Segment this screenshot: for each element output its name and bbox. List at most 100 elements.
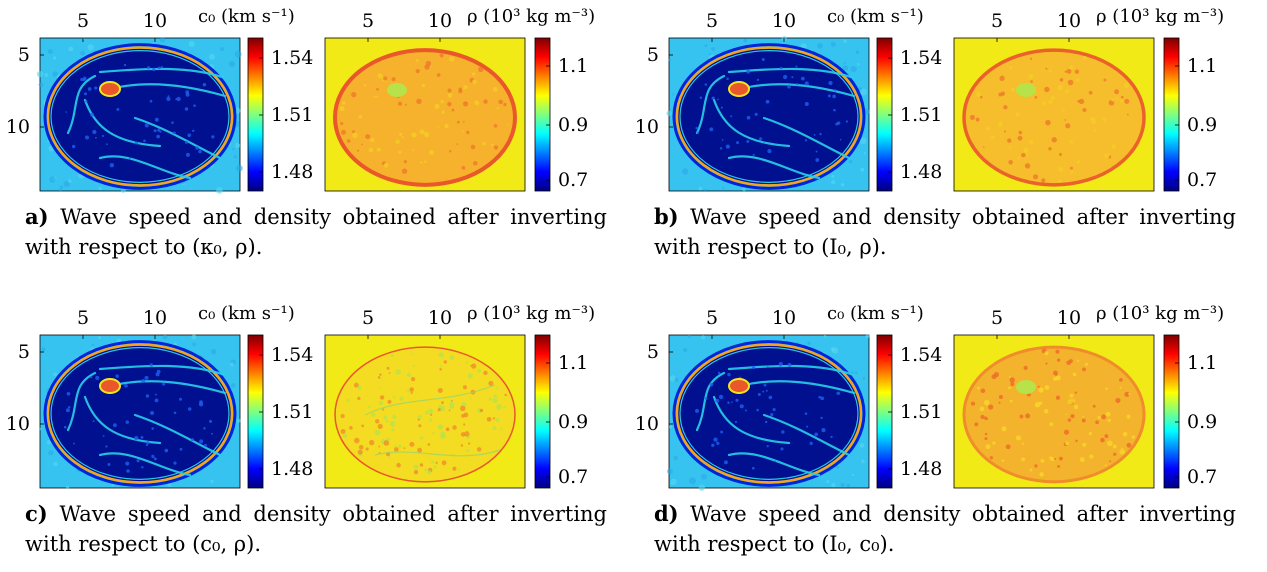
tissue-structure xyxy=(98,155,192,180)
colorbar-tick-label: 1.1 xyxy=(1187,352,1217,374)
colorbar-tick-label: 0.9 xyxy=(1187,411,1217,433)
panel-letter: d) xyxy=(654,501,679,526)
x-tick-label: 10 xyxy=(143,307,167,329)
wave-speed-colorbar: 1.54 1.51 1.48 xyxy=(247,37,313,192)
x-tick-label: 5 xyxy=(991,307,1003,329)
colorbar-tick-label: 1.54 xyxy=(900,47,942,69)
x-tick-label: 5 xyxy=(362,307,374,329)
colorbar-tick-label: 1.51 xyxy=(900,401,942,423)
tissue-region xyxy=(675,46,863,187)
panel-caption: d) Wave speed and density obtained after… xyxy=(654,499,1236,559)
x-tick-label: 10 xyxy=(143,10,167,32)
panel-d: 5 10 5 10 1.54 1.51 1.48 c₀ (km s⁻¹) 5 10 1.1 0.9 0.… xyxy=(629,297,1249,572)
x-tick-label: 10 xyxy=(428,307,452,329)
y-tick-label: 5 xyxy=(647,44,659,66)
colorbar-tick-label: 0.9 xyxy=(558,114,588,136)
tissue-structure xyxy=(727,67,856,80)
density-region xyxy=(333,48,517,187)
tissue-structure xyxy=(66,371,97,432)
outer-boundary xyxy=(672,43,866,190)
panel-letter: b) xyxy=(654,204,679,229)
y-tick-label: 10 xyxy=(635,413,659,435)
tissue-structure xyxy=(762,116,851,160)
tissue-structure xyxy=(727,364,856,377)
panel-caption: c) Wave speed and density obtained after… xyxy=(25,499,607,559)
colorbar-tick-label: 1.54 xyxy=(271,344,313,366)
tissue-structure xyxy=(98,452,192,477)
colorbar-gradient xyxy=(534,334,551,489)
colorbar-tick-label: 0.9 xyxy=(558,411,588,433)
x-tick-label: 10 xyxy=(772,307,796,329)
tissue-structure xyxy=(695,371,726,432)
panel-figure: 5 10 5 10 1.54 1.51 1.48 c₀ (km s⁻¹) 5 10 1.1 0.9 0.… xyxy=(635,303,1224,491)
tissue-structure xyxy=(695,74,726,135)
colorbar-gradient xyxy=(534,37,551,192)
x-tick-label: 5 xyxy=(706,307,718,329)
colorbar-tick-label: 1.51 xyxy=(271,401,313,423)
density-region xyxy=(962,48,1146,187)
x-tick-label: 5 xyxy=(77,10,89,32)
wave-speed-map xyxy=(36,37,243,194)
tissue-structure xyxy=(712,98,791,148)
tissue-structure xyxy=(133,413,222,457)
tissue-structure xyxy=(83,98,162,148)
tissue-region xyxy=(675,343,863,484)
panel-figure: 5 10 5 10 1.54 1.51 1.48 c₀ (km s⁻¹) 5 10 1.1 0.9 0.… xyxy=(635,6,1224,192)
y-tick-label: 5 xyxy=(18,341,30,363)
density-title: ρ (10³ kg m⁻³) xyxy=(467,303,595,324)
wave-speed-title: c₀ (km s⁻¹) xyxy=(827,303,924,324)
wave-speed-title: c₀ (km s⁻¹) xyxy=(198,6,295,27)
tissue-structure xyxy=(742,83,856,98)
colorbar-tick-label: 1.1 xyxy=(1187,55,1217,77)
outer-boundary xyxy=(43,340,237,487)
colorbar-gradient xyxy=(1163,37,1180,192)
colorbar-tick-label: 0.7 xyxy=(558,466,588,488)
colorbar-gradient xyxy=(247,334,264,489)
inclusion xyxy=(728,81,750,97)
wave-speed-map xyxy=(667,334,870,491)
tissue-structure xyxy=(712,395,791,445)
tissue-structure xyxy=(98,364,227,377)
density-map xyxy=(324,37,526,192)
x-tick-label: 10 xyxy=(1057,10,1081,32)
outer-boundary xyxy=(672,340,866,487)
density-colorbar: 1.1 0.9 0.7 xyxy=(534,334,588,489)
density-map xyxy=(953,334,1155,489)
panel-figure: 5 10 5 10 1.54 1.51 1.48 c₀ (km s⁻¹) 5 10 1.1 0.9 0.… xyxy=(6,6,595,194)
colorbar-tick-label: 1.48 xyxy=(900,458,942,480)
density-map xyxy=(324,334,526,489)
wave-speed-map xyxy=(38,334,241,489)
y-tick-label: 10 xyxy=(6,116,30,138)
tissue-structure xyxy=(742,380,856,395)
panel-figure: 5 10 5 10 1.54 1.51 1.48 c₀ (km s⁻¹) 5 10 1.1 0.9 0.… xyxy=(6,303,595,489)
colorbar-tick-label: 1.48 xyxy=(900,161,942,183)
density-colorbar: 1.1 0.9 0.7 xyxy=(1163,334,1217,489)
x-tick-label: 5 xyxy=(991,10,1003,32)
caption-text: Wave speed and density obtained after in… xyxy=(25,205,607,259)
density-region xyxy=(962,345,1146,484)
caption-text: Wave speed and density obtained after in… xyxy=(25,502,607,556)
wave-speed-title: c₀ (km s⁻¹) xyxy=(198,303,295,324)
density-title: ρ (10³ kg m⁻³) xyxy=(1096,303,1224,324)
colorbar-tick-label: 1.54 xyxy=(900,344,942,366)
density-title: ρ (10³ kg m⁻³) xyxy=(467,6,595,27)
tissue-structure xyxy=(113,380,227,395)
colorbar-tick-label: 1.54 xyxy=(271,47,313,69)
colorbar-tick-label: 1.48 xyxy=(271,458,313,480)
panel-c: 5 10 5 10 1.54 1.51 1.48 c₀ (km s⁻¹) 5 10 1.1 0.9 0.… xyxy=(0,297,620,572)
inclusion xyxy=(1016,83,1036,97)
panel-a: 5 10 5 10 1.54 1.51 1.48 c₀ (km s⁻¹) 5 10 1.1 0.9 0.… xyxy=(0,0,620,275)
x-tick-label: 5 xyxy=(706,10,718,32)
inclusion xyxy=(99,378,121,394)
y-tick-label: 10 xyxy=(6,413,30,435)
tissue-structure xyxy=(98,67,227,80)
tissue-structure xyxy=(762,413,851,457)
wave-speed-colorbar: 1.54 1.51 1.48 xyxy=(876,334,942,489)
colorbar-tick-label: 1.1 xyxy=(558,55,588,77)
colorbar-gradient xyxy=(876,37,893,192)
colorbar-tick-label: 1.48 xyxy=(271,161,313,183)
x-tick-label: 10 xyxy=(1057,307,1081,329)
panel-letter: a) xyxy=(25,204,49,229)
density-region xyxy=(334,346,516,483)
caption-text: Wave speed and density obtained after in… xyxy=(654,502,1236,556)
